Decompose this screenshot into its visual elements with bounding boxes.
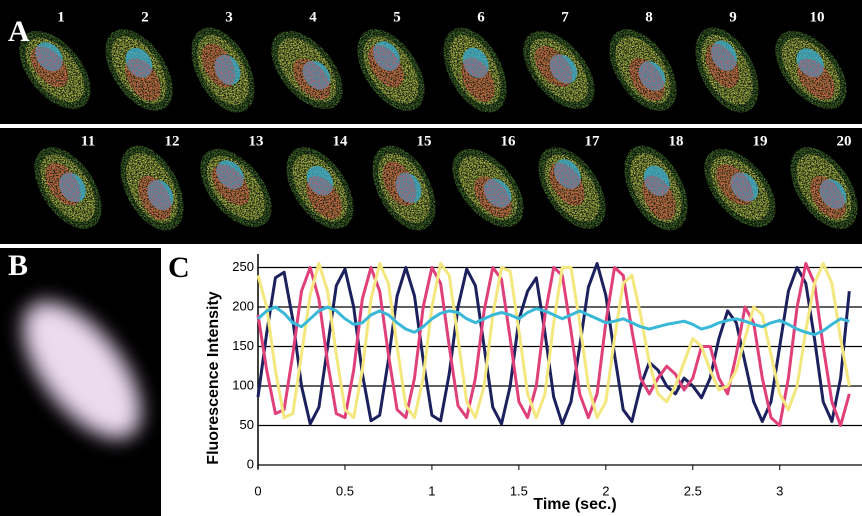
cell-core <box>45 162 81 206</box>
cell-core <box>705 43 740 88</box>
cell <box>372 145 436 231</box>
cell-core <box>138 175 172 220</box>
cell-core <box>549 162 585 206</box>
cell <box>775 30 847 110</box>
cell <box>523 30 595 110</box>
frame-number: 18 <box>669 133 684 149</box>
cell-core <box>201 43 236 88</box>
x-tick-label: 0 <box>254 483 261 498</box>
frame-number: 10 <box>810 9 825 25</box>
cell-core <box>368 44 404 88</box>
frame-number: 11 <box>81 133 95 149</box>
cell-core <box>797 58 835 100</box>
cell <box>286 147 354 229</box>
cell <box>19 30 91 110</box>
x-axis-label: Time (sec.) <box>533 496 616 513</box>
x-tick-label: 2 <box>602 483 609 498</box>
panel-c-label: C <box>168 251 190 284</box>
frame-number: 12 <box>165 133 180 149</box>
y-tick-label: 200 <box>232 298 254 313</box>
series-line <box>256 262 851 420</box>
frame-number: 9 <box>729 9 737 25</box>
cell-core <box>534 46 573 88</box>
frame-number: 3 <box>225 9 233 25</box>
cell <box>357 29 425 111</box>
cell <box>200 148 272 228</box>
cell <box>443 27 507 113</box>
cell-core <box>382 161 417 206</box>
x-tick-label: 1.5 <box>510 483 528 498</box>
cell-core <box>125 58 161 101</box>
y-tick-label: 0 <box>247 456 254 471</box>
cell <box>609 29 677 111</box>
series-line <box>256 262 851 426</box>
cell-halo <box>18 297 146 443</box>
panel-b-label: B <box>8 249 28 282</box>
cell <box>271 30 343 110</box>
frame-number: 17 <box>585 133 601 149</box>
frame-number: 13 <box>249 133 264 149</box>
cell-core <box>293 58 331 100</box>
cell <box>704 148 776 228</box>
cell-core <box>810 176 846 219</box>
y-tick-label: 50 <box>240 417 254 432</box>
series-line <box>256 305 850 337</box>
cell-core <box>30 46 69 88</box>
y-axis-label: Fluorescence Intensity <box>205 291 222 464</box>
cell <box>34 147 102 229</box>
x-tick-label: 0.5 <box>336 483 354 498</box>
frame-number: 14 <box>333 133 349 149</box>
cell <box>105 29 173 111</box>
y-tick-label: 100 <box>232 377 254 392</box>
frame-number: 4 <box>309 9 317 25</box>
x-tick-label: 1 <box>428 483 435 498</box>
frame-number: 2 <box>141 9 149 25</box>
cell <box>538 147 606 229</box>
cell <box>624 145 688 231</box>
cell <box>695 27 759 113</box>
cell-core <box>461 57 495 102</box>
cell <box>120 145 184 231</box>
cell-core <box>715 164 754 206</box>
frame-number: 5 <box>393 9 401 25</box>
frame-number: 19 <box>753 133 768 149</box>
cell-core <box>474 176 512 218</box>
frame-number: 6 <box>477 9 485 25</box>
frame-number: 7 <box>561 9 569 25</box>
cell <box>452 148 524 228</box>
frame-number: 20 <box>837 133 852 149</box>
cell <box>191 27 255 113</box>
cell-core <box>642 175 676 220</box>
x-tick-label: 3 <box>776 483 783 498</box>
x-tick-label: 2.5 <box>684 483 702 498</box>
panel-a-label: A <box>8 15 30 48</box>
cell <box>790 147 858 229</box>
frame-number: 16 <box>501 133 517 149</box>
cell-core <box>629 58 665 101</box>
y-tick-label: 150 <box>232 338 254 353</box>
cell-core <box>306 176 342 219</box>
cell-core <box>211 164 250 206</box>
frame-number: 15 <box>417 133 432 149</box>
frames <box>19 27 858 231</box>
y-tick-label: 250 <box>232 259 254 274</box>
frame-number: 1 <box>57 9 65 25</box>
frame-number: 8 <box>645 9 653 25</box>
